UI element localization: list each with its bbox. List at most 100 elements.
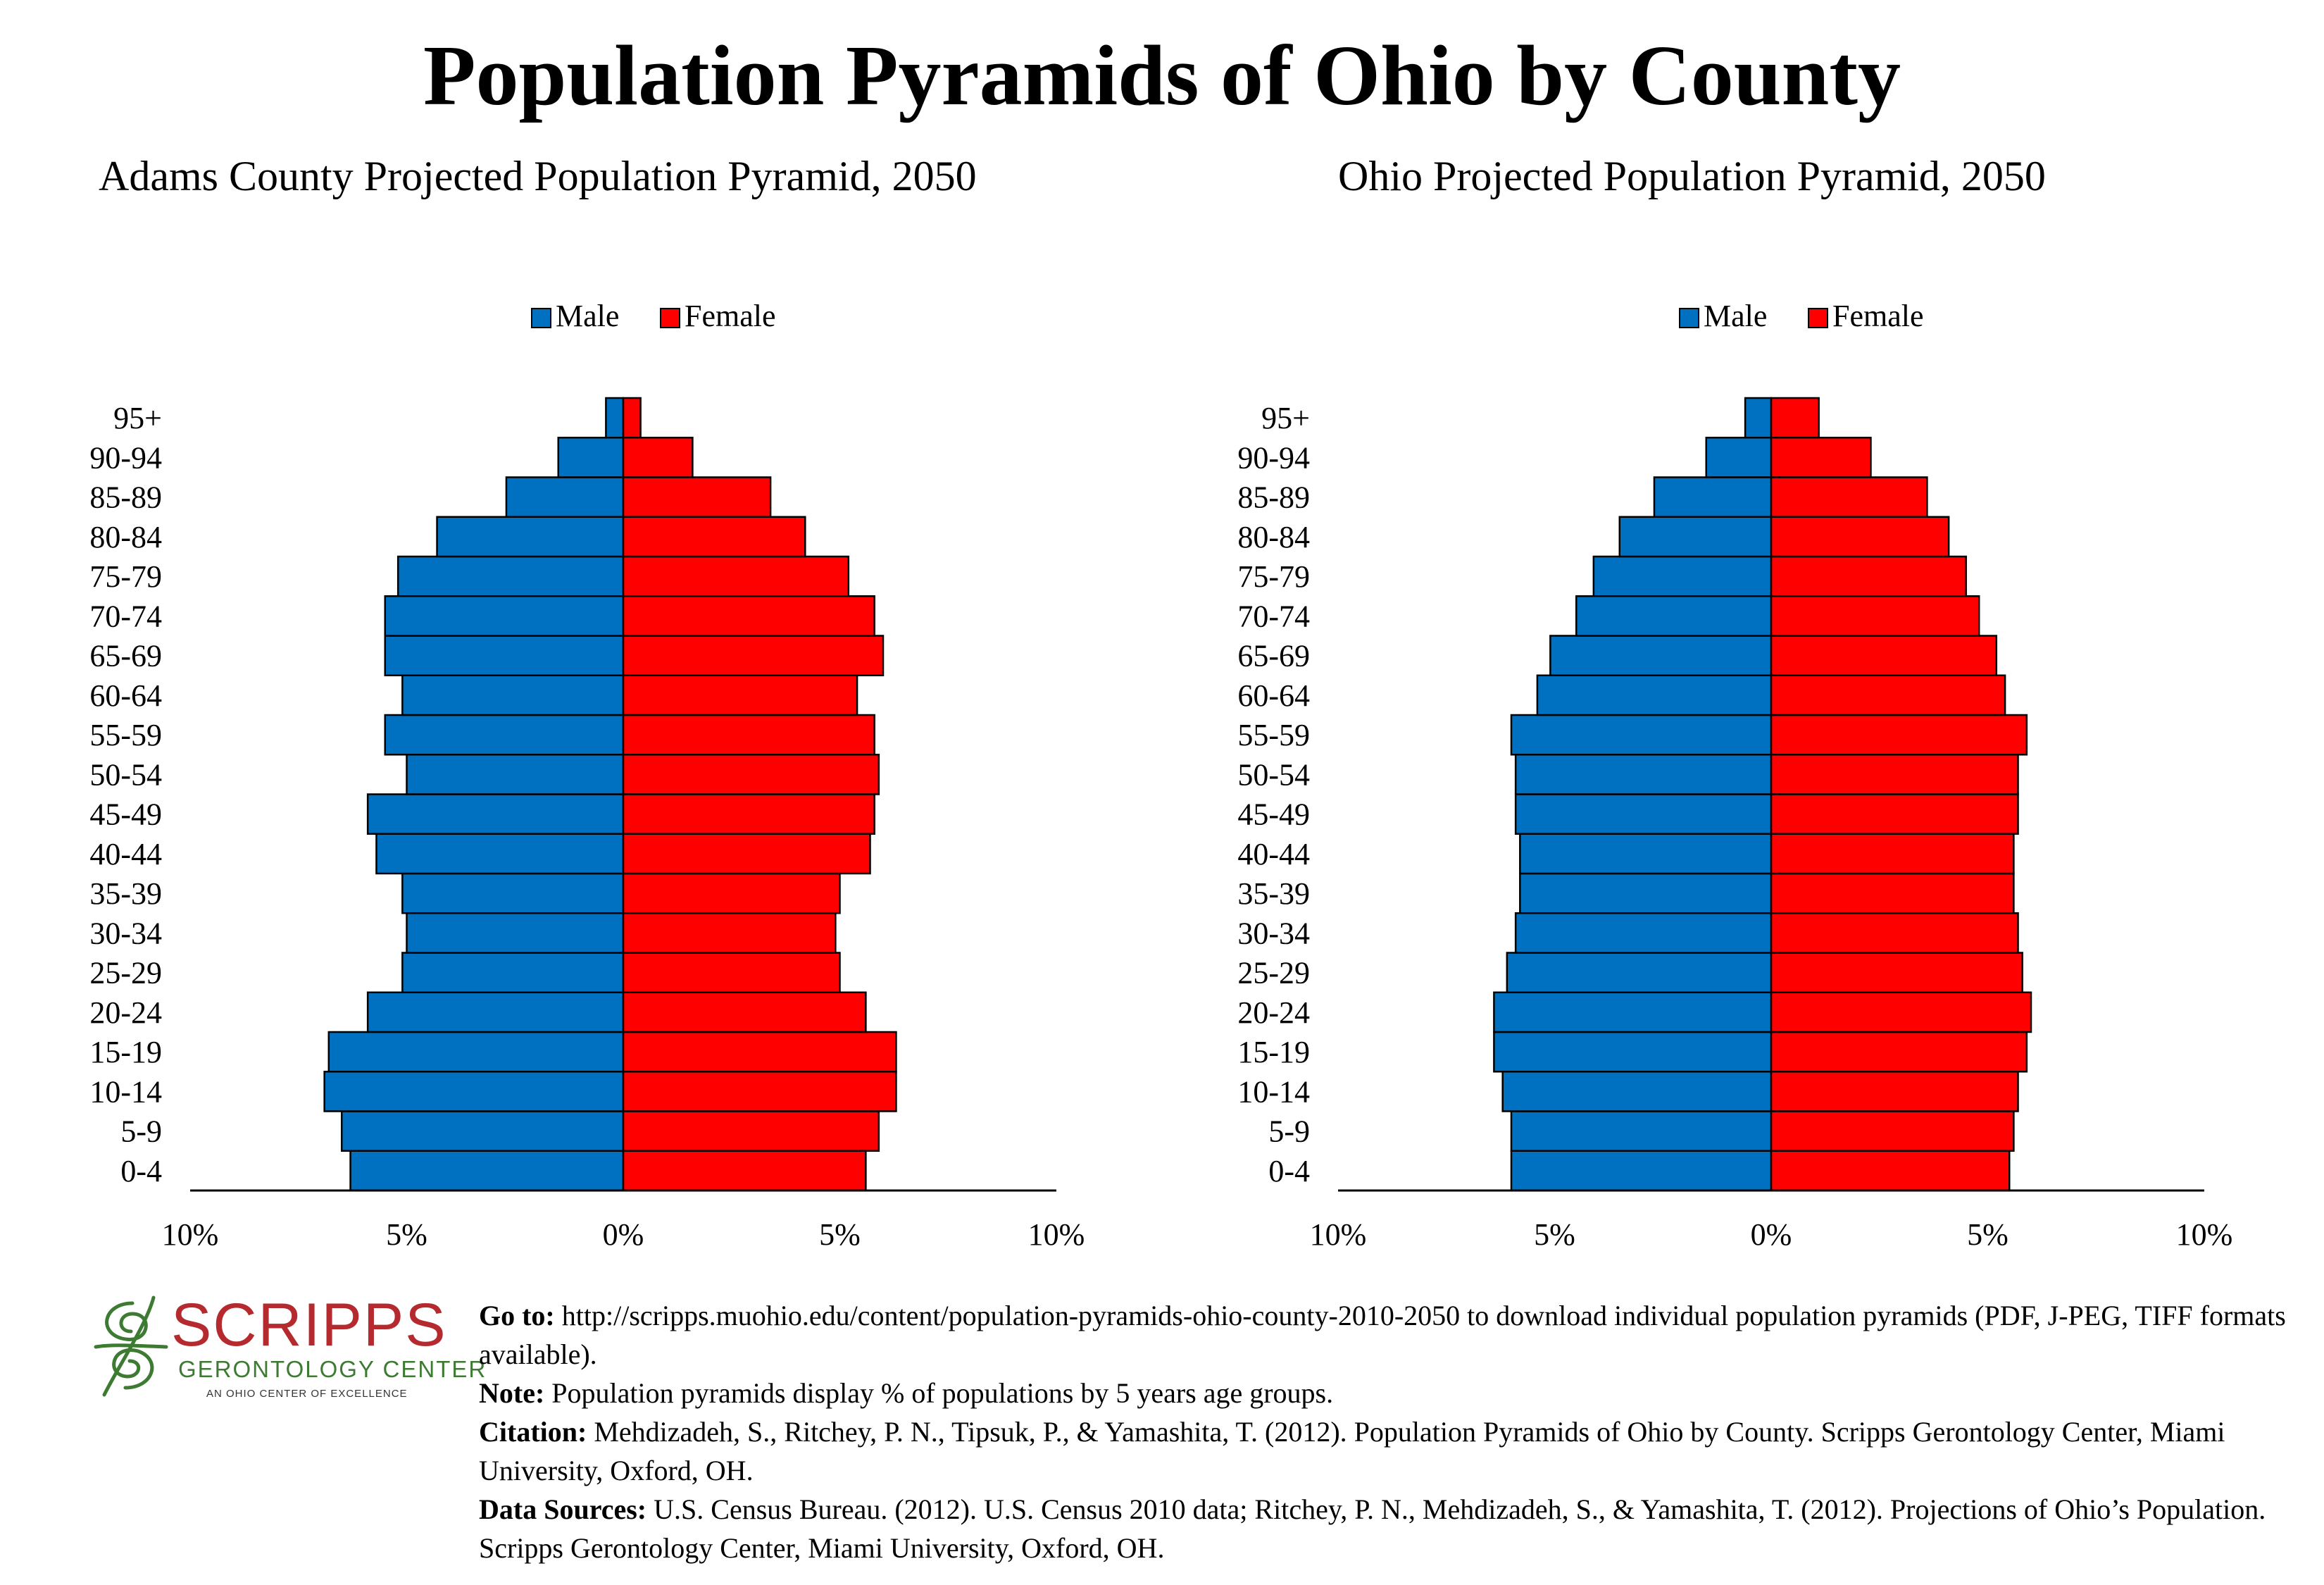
goto-url-text: http://scripps.muohio.edu/content/popula…	[479, 1300, 2286, 1370]
bars	[1493, 397, 2032, 1192]
male-bar-60-64	[1536, 674, 1773, 716]
male-bar-15-19	[1493, 1031, 1773, 1073]
x-tick-label: 5%	[386, 1217, 427, 1252]
male-bar-85-89	[1653, 476, 1773, 518]
male-bar-90-94	[557, 437, 625, 478]
male-bar-20-24	[1493, 991, 1773, 1033]
x-tick-label: 5%	[819, 1217, 861, 1252]
legend: Male Female	[1679, 299, 1924, 333]
female-bar-25-29	[1770, 952, 2023, 993]
male-bar-45-49	[1514, 793, 1773, 835]
female-bar-70-74	[1770, 595, 1980, 637]
age-group-label: 75-79	[1237, 559, 1310, 594]
age-group-label: 90-94	[1237, 440, 1310, 475]
female-bar-40-44	[1770, 833, 2015, 875]
female-bar-5-9	[622, 1110, 880, 1152]
female-bar-10-14	[1770, 1071, 2019, 1112]
female-bar-5-9	[1770, 1110, 2015, 1152]
male-bar-85-89	[505, 476, 625, 518]
male-bar-0-4	[1510, 1150, 1773, 1192]
age-group-label: 45-49	[89, 797, 162, 832]
male-bar-40-44	[1519, 833, 1773, 875]
age-group-label: 15-19	[1237, 1035, 1310, 1069]
female-bar-60-64	[1770, 674, 2006, 716]
female-bar-30-34	[622, 912, 837, 954]
age-group-label: 35-39	[89, 876, 162, 911]
chart-title: Adams County Projected Population Pyrami…	[99, 153, 977, 199]
female-bar-20-24	[1770, 991, 2032, 1033]
age-group-label: 55-59	[89, 718, 162, 752]
age-group-label: 75-79	[89, 559, 162, 594]
age-group-label: 30-34	[89, 916, 162, 950]
female-bar-35-39	[1770, 872, 2015, 914]
male-bar-10-14	[1501, 1071, 1773, 1112]
female-bar-90-94	[622, 437, 694, 478]
male-bar-80-84	[1618, 516, 1773, 558]
female-bar-70-74	[622, 595, 875, 637]
x-tick-label: 10%	[2176, 1217, 2233, 1252]
male-bar-70-74	[384, 595, 625, 637]
source-notes: Go to: http://scripps.muohio.edu/content…	[479, 1296, 2310, 1567]
legend-swatch-male	[1679, 308, 1699, 328]
male-bar-25-29	[401, 952, 625, 993]
female-bar-0-4	[622, 1150, 867, 1192]
age-group-label: 50-54	[89, 757, 162, 792]
female-bar-55-59	[622, 714, 875, 756]
female-bar-60-64	[622, 674, 858, 716]
age-group-label: 20-24	[89, 995, 162, 1030]
logo-subtitle: GERONTOLOGY CENTER	[178, 1356, 487, 1382]
adams-county-pyramid-svg: Male Female 0-4 5-9 10-14 15-19 20-24 25-29 30-3…	[89, 299, 1085, 1252]
female-bar-35-39	[622, 872, 841, 914]
age-group-label: 65-69	[1237, 639, 1310, 673]
age-group-label: 15-19	[89, 1035, 162, 1069]
age-group-label: 40-44	[1237, 837, 1310, 871]
female-bar-75-79	[622, 555, 850, 597]
footer: SCRIPPS GERONTOLOGY CENTER AN OHIO CENTE…	[0, 1282, 2324, 1578]
age-group-label: 20-24	[1237, 995, 1310, 1030]
age-group-label: 45-49	[1237, 797, 1310, 832]
citation: Citation: Mehdizadeh, S., Ritchey, P. N.…	[479, 1416, 2225, 1486]
female-bar-65-69	[622, 635, 885, 676]
data-sources: Data Sources: U.S. Census Bureau. (2012)…	[479, 1493, 2266, 1564]
male-bar-0-4	[349, 1150, 625, 1192]
female-bar-90-94	[1770, 437, 1872, 478]
female-bar-65-69	[1770, 635, 1998, 676]
age-group-label: 80-84	[1237, 520, 1310, 554]
spiral-emblem-icon	[94, 1295, 168, 1397]
male-bar-35-39	[401, 872, 625, 914]
legend: Male Female	[531, 299, 776, 333]
female-bar-95+	[1770, 397, 1820, 439]
male-bar-25-29	[1506, 952, 1773, 993]
x-tick-label: 10%	[1028, 1217, 1085, 1252]
age-group-label: 10-14	[89, 1074, 162, 1109]
male-bar-20-24	[366, 991, 625, 1033]
age-group-label: 95+	[1261, 401, 1310, 435]
male-bar-95+	[1744, 397, 1773, 439]
male-bar-30-34	[1514, 912, 1773, 954]
age-group-label: 0-4	[1268, 1154, 1310, 1188]
age-group-label: 70-74	[89, 599, 162, 633]
x-tick-label: 10%	[1310, 1217, 1367, 1252]
age-group-label: 85-89	[1237, 480, 1310, 515]
female-bar-85-89	[1770, 476, 1928, 518]
male-bar-90-94	[1705, 437, 1773, 478]
male-bar-50-54	[1514, 754, 1773, 795]
age-group-label: 50-54	[1237, 757, 1310, 792]
legend-swatch-male	[531, 308, 551, 328]
male-bar-10-14	[323, 1071, 625, 1112]
ohio-pyramid-chart: Ohio Projected Population Pyramid, 2050 …	[1197, 148, 2317, 1261]
female-bar-10-14	[622, 1071, 897, 1112]
male-bar-55-59	[384, 714, 625, 756]
x-tick-label: 5%	[1967, 1217, 2008, 1252]
female-bar-95+	[622, 397, 642, 439]
age-group-label: 60-64	[89, 678, 162, 713]
male-bar-5-9	[341, 1110, 625, 1152]
female-bar-15-19	[1770, 1031, 2028, 1073]
ohio-pyramid-svg: Male Female 0-4 5-9 10-14 15-19 20-24 25-29 30-3…	[1237, 299, 2233, 1252]
male-bar-50-54	[406, 754, 625, 795]
age-group-label: 60-64	[1237, 678, 1310, 713]
female-bar-40-44	[622, 833, 871, 875]
logo-tagline: AN OHIO CENTER OF EXCELLENCE	[206, 1388, 408, 1400]
male-bar-5-9	[1510, 1110, 1773, 1152]
male-bar-35-39	[1519, 872, 1773, 914]
